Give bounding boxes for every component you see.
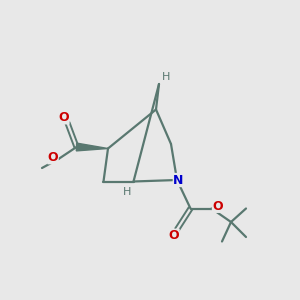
- Text: N: N: [173, 173, 184, 187]
- Text: H: H: [162, 71, 171, 82]
- Polygon shape: [76, 143, 108, 151]
- Text: H: H: [123, 187, 132, 197]
- Text: O: O: [169, 229, 179, 242]
- Text: O: O: [212, 200, 223, 213]
- Text: O: O: [58, 111, 69, 124]
- Text: O: O: [48, 151, 58, 164]
